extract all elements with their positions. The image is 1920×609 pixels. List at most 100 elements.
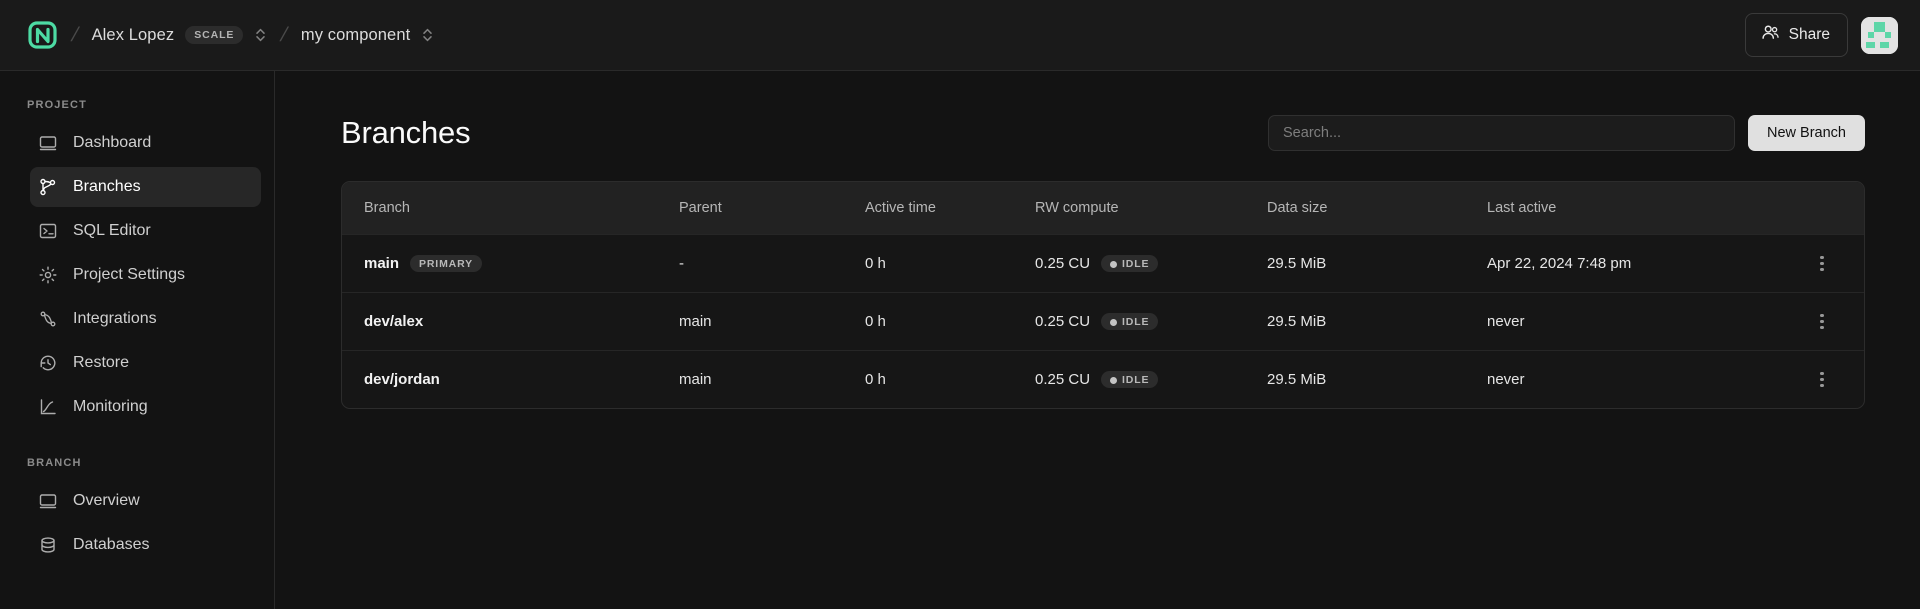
overview-icon xyxy=(38,491,58,511)
status-dot-icon xyxy=(1110,318,1118,326)
column-header-last-active: Last active xyxy=(1487,200,1557,216)
sidebar-group-project: PROJECT Dashboard Branches xyxy=(0,99,274,427)
sidebar-item-monitoring[interactable]: Monitoring xyxy=(30,387,261,427)
column-header-branch: Branch xyxy=(364,200,410,216)
app-shell: PROJECT Dashboard Branches xyxy=(0,71,1920,609)
dashboard-icon xyxy=(38,133,58,153)
column-header-active-time: Active time xyxy=(865,200,936,216)
kebab-menu-icon[interactable] xyxy=(1811,253,1833,275)
database-icon xyxy=(38,535,58,555)
integrations-icon xyxy=(38,309,58,329)
sidebar-item-label: Integrations xyxy=(73,310,157,327)
gear-icon xyxy=(38,265,58,285)
sidebar-item-label: Dashboard xyxy=(73,134,152,151)
page-header: Branches New Branch xyxy=(341,115,1865,151)
breadcrumb-separator-1: / xyxy=(68,23,81,46)
sidebar-item-label: SQL Editor xyxy=(73,222,151,239)
cell-data-size: 29.5 MiB xyxy=(1267,371,1327,388)
kebab-menu-icon[interactable] xyxy=(1811,311,1833,333)
org-name: Alex Lopez xyxy=(91,25,175,44)
column-header-data-size: Data size xyxy=(1267,200,1328,216)
share-button[interactable]: Share xyxy=(1744,13,1848,57)
page-title: Branches xyxy=(341,115,471,150)
compute-value: 0.25 CU xyxy=(1035,313,1091,330)
cell-parent: main xyxy=(679,371,712,388)
cell-parent: - xyxy=(679,255,684,272)
main-content: Branches New Branch Branch Parent Active… xyxy=(275,71,1920,609)
sidebar-item-overview[interactable]: Overview xyxy=(30,481,261,521)
branches-icon xyxy=(38,177,58,197)
chevron-up-down-icon[interactable] xyxy=(421,24,434,46)
breadcrumb-separator-2: / xyxy=(278,23,291,46)
sql-editor-icon xyxy=(38,221,58,241)
branch-name: dev/alex xyxy=(364,313,424,330)
search-input[interactable] xyxy=(1268,115,1736,151)
compute-status-badge: IDLE xyxy=(1101,312,1159,331)
page-header-actions: New Branch xyxy=(1268,115,1865,151)
cell-last-active: never xyxy=(1487,313,1525,330)
sidebar-item-databases[interactable]: Databases xyxy=(30,525,261,565)
compute-status-label: IDLE xyxy=(1122,257,1150,270)
cell-last-active: never xyxy=(1487,371,1525,388)
cell-last-active: Apr 22, 2024 7:48 pm xyxy=(1487,255,1632,272)
cell-active-time: 0 h xyxy=(865,371,886,388)
compute-status-label: IDLE xyxy=(1122,373,1150,386)
cell-branch: dev/jordan xyxy=(364,371,679,388)
sidebar-item-branches[interactable]: Branches xyxy=(30,167,261,207)
project-name: my component xyxy=(300,25,411,44)
primary-badge: PRIMARY xyxy=(410,254,482,273)
compute-status-badge: IDLE xyxy=(1101,370,1159,389)
sidebar-item-dashboard[interactable]: Dashboard xyxy=(30,123,261,163)
sidebar-group-label: PROJECT xyxy=(27,99,88,111)
table-row[interactable]: main PRIMARY - 0 h 0.25 CU IDLE 29.5 MiB… xyxy=(342,234,1864,292)
sidebar-item-project-settings[interactable]: Project Settings xyxy=(30,255,261,295)
cell-active-time: 0 h xyxy=(865,255,886,272)
status-dot-icon xyxy=(1110,376,1118,384)
column-header-rw-compute: RW compute xyxy=(1035,200,1119,216)
cell-branch: main PRIMARY xyxy=(364,254,679,273)
new-branch-button[interactable]: New Branch xyxy=(1748,115,1865,151)
cell-data-size: 29.5 MiB xyxy=(1267,255,1327,272)
restore-clock-icon xyxy=(38,353,58,373)
sidebar-item-label: Databases xyxy=(73,536,150,553)
branch-name: dev/jordan xyxy=(364,371,440,388)
column-header-parent: Parent xyxy=(679,200,722,216)
table-header-row: Branch Parent Active time RW compute Dat… xyxy=(342,182,1864,234)
compute-status-badge: IDLE xyxy=(1101,254,1159,273)
sidebar-group-label: BRANCH xyxy=(27,457,82,469)
monitoring-chart-icon xyxy=(38,397,58,417)
branch-name: main xyxy=(364,255,400,272)
table-row[interactable]: dev/alex main 0 h 0.25 CU IDLE 29.5 MiB … xyxy=(342,292,1864,350)
breadcrumb-project[interactable]: my component xyxy=(301,24,434,46)
cell-actions xyxy=(1802,311,1842,333)
cell-parent: main xyxy=(679,313,712,330)
sidebar-item-label: Overview xyxy=(73,492,140,509)
chevron-up-down-icon[interactable] xyxy=(254,24,267,46)
avatar[interactable] xyxy=(1861,16,1898,54)
cell-rw-compute: 0.25 CU IDLE xyxy=(1035,370,1267,389)
table-row[interactable]: dev/jordan main 0 h 0.25 CU IDLE 29.5 Mi… xyxy=(342,350,1864,408)
breadcrumb-org[interactable]: Alex Lopez SCALE xyxy=(92,24,268,46)
top-bar: / Alex Lopez SCALE / my component xyxy=(0,0,1920,71)
sidebar-item-label: Restore xyxy=(73,354,130,371)
cell-active-time: 0 h xyxy=(865,313,886,330)
branches-table: Branch Parent Active time RW compute Dat… xyxy=(341,181,1865,409)
cell-actions xyxy=(1802,253,1842,275)
sidebar-group-branch: BRANCH Overview Databases xyxy=(0,457,274,565)
sidebar: PROJECT Dashboard Branches xyxy=(0,71,275,609)
cell-actions xyxy=(1802,369,1842,391)
sidebar-item-label: Monitoring xyxy=(73,398,148,415)
cell-rw-compute: 0.25 CU IDLE xyxy=(1035,254,1267,273)
cell-rw-compute: 0.25 CU IDLE xyxy=(1035,312,1267,331)
neon-logo-icon[interactable] xyxy=(28,20,58,50)
cell-branch: dev/alex xyxy=(364,313,679,330)
sidebar-item-restore[interactable]: Restore xyxy=(30,343,261,383)
kebab-menu-icon[interactable] xyxy=(1811,369,1833,391)
compute-value: 0.25 CU xyxy=(1035,255,1091,272)
sidebar-item-integrations[interactable]: Integrations xyxy=(30,299,261,339)
sidebar-item-label: Branches xyxy=(73,178,141,195)
users-icon xyxy=(1761,23,1780,47)
sidebar-item-sql-editor[interactable]: SQL Editor xyxy=(30,211,261,251)
compute-value: 0.25 CU xyxy=(1035,371,1091,388)
share-label: Share xyxy=(1788,26,1830,43)
